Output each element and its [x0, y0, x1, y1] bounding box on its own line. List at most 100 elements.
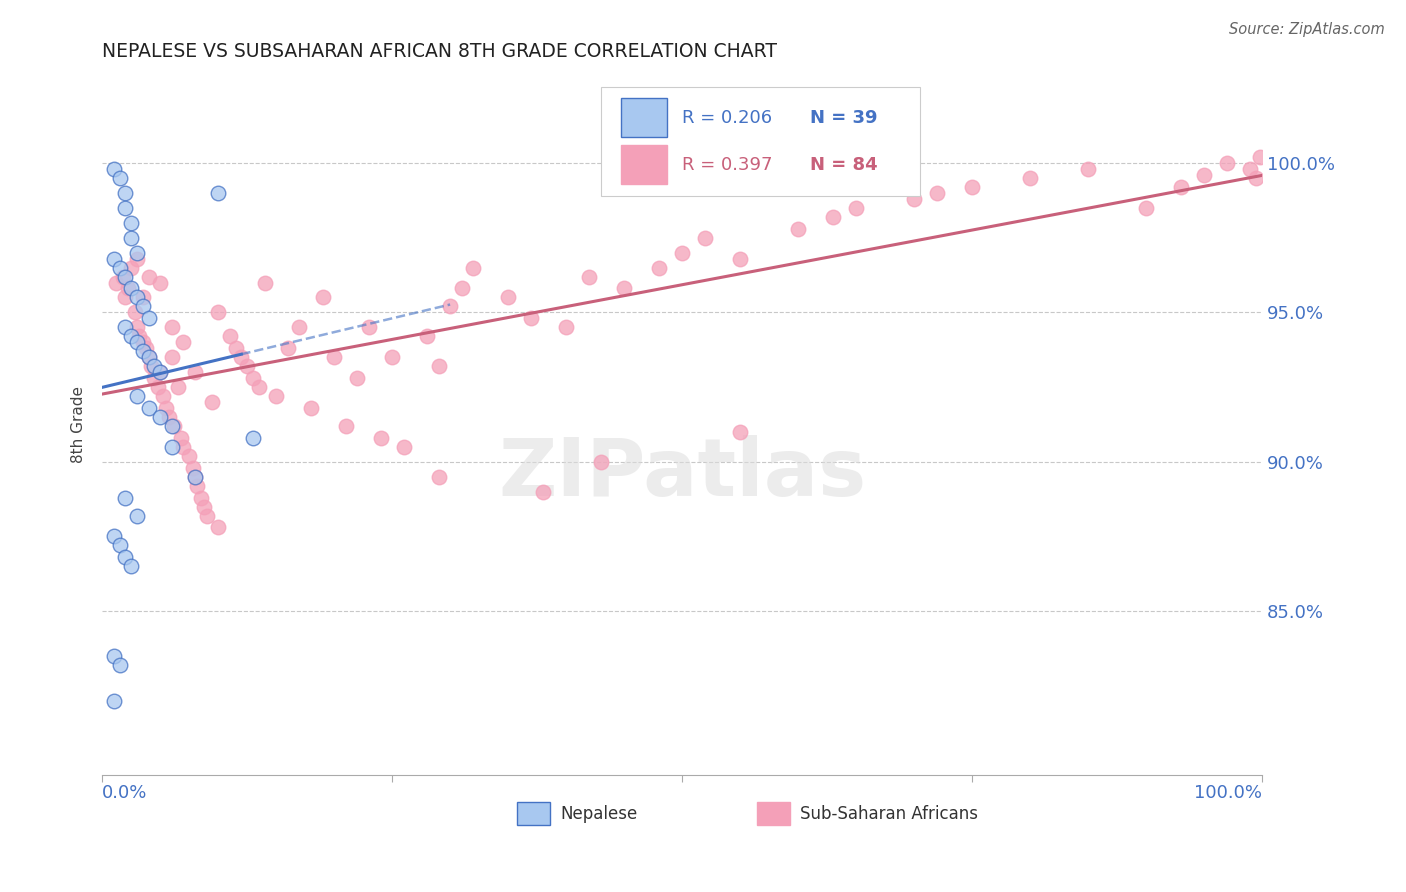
Point: [1249, 150, 1271, 164]
Point: [242, 431, 264, 445]
Point: [218, 329, 240, 343]
Point: [125, 245, 148, 260]
Point: [1170, 180, 1192, 194]
Point: [125, 290, 148, 304]
Point: [1216, 156, 1239, 170]
Point: [108, 657, 131, 672]
FancyBboxPatch shape: [758, 802, 790, 824]
Point: [114, 320, 136, 334]
Point: [138, 269, 160, 284]
Point: [132, 335, 155, 350]
Point: [172, 335, 194, 350]
Point: [357, 320, 380, 334]
Point: [225, 341, 247, 355]
Point: [346, 371, 368, 385]
Point: [179, 449, 201, 463]
Point: [108, 171, 131, 186]
Point: [112, 269, 135, 284]
Point: [450, 281, 472, 295]
Point: [370, 431, 392, 445]
Point: [1239, 161, 1261, 176]
Point: [149, 365, 172, 379]
Point: [120, 231, 142, 245]
Point: [125, 320, 148, 334]
Point: [1019, 171, 1042, 186]
Point: [159, 409, 181, 424]
Point: [103, 252, 125, 266]
Point: [146, 380, 169, 394]
Point: [427, 359, 450, 373]
Point: [277, 341, 299, 355]
Point: [125, 252, 148, 266]
Point: [139, 359, 162, 373]
Point: [120, 281, 142, 295]
Text: N = 39: N = 39: [810, 109, 877, 127]
Point: [160, 440, 183, 454]
Point: [166, 380, 188, 394]
Point: [236, 359, 259, 373]
Point: [114, 269, 136, 284]
Point: [531, 484, 554, 499]
Point: [114, 550, 136, 565]
Point: [578, 269, 600, 284]
Point: [264, 389, 287, 403]
Point: [114, 186, 136, 200]
FancyBboxPatch shape: [600, 87, 920, 196]
Point: [1244, 171, 1267, 186]
Point: [613, 281, 636, 295]
Point: [231, 350, 253, 364]
Point: [927, 186, 949, 200]
Point: [463, 260, 485, 275]
Point: [152, 389, 174, 403]
Point: [1077, 161, 1099, 176]
Point: [392, 440, 415, 454]
Point: [143, 371, 166, 385]
Point: [247, 380, 270, 394]
Point: [416, 329, 439, 343]
Text: Source: ZipAtlas.com: Source: ZipAtlas.com: [1229, 22, 1385, 37]
Point: [132, 344, 155, 359]
Point: [589, 455, 612, 469]
Point: [138, 401, 160, 415]
Point: [149, 276, 172, 290]
Point: [120, 559, 142, 574]
Point: [288, 320, 311, 334]
Point: [135, 341, 157, 355]
Point: [299, 401, 322, 415]
Point: [555, 320, 578, 334]
Point: [172, 440, 194, 454]
Point: [960, 180, 983, 194]
Point: [125, 335, 148, 350]
Point: [132, 290, 155, 304]
Point: [155, 401, 177, 415]
Point: [114, 201, 136, 215]
Point: [184, 469, 207, 483]
Point: [671, 245, 693, 260]
Point: [207, 305, 229, 319]
Point: [105, 276, 128, 290]
Point: [184, 469, 207, 483]
Point: [207, 520, 229, 534]
Point: [143, 359, 166, 373]
Point: [149, 409, 172, 424]
Point: [186, 478, 208, 492]
Text: 100.0%: 100.0%: [1194, 784, 1263, 803]
Point: [520, 311, 543, 326]
Point: [695, 231, 717, 245]
Point: [120, 216, 142, 230]
Point: [138, 311, 160, 326]
Point: [170, 431, 193, 445]
Point: [160, 320, 183, 334]
Point: [160, 418, 183, 433]
Point: [125, 508, 148, 523]
Point: [648, 260, 671, 275]
Point: [335, 418, 357, 433]
Point: [103, 694, 125, 708]
Text: ZIPatlas: ZIPatlas: [498, 434, 866, 513]
Point: [207, 186, 229, 200]
Point: [108, 260, 131, 275]
Point: [138, 350, 160, 364]
Point: [439, 300, 461, 314]
FancyBboxPatch shape: [620, 145, 666, 184]
Point: [108, 538, 131, 552]
